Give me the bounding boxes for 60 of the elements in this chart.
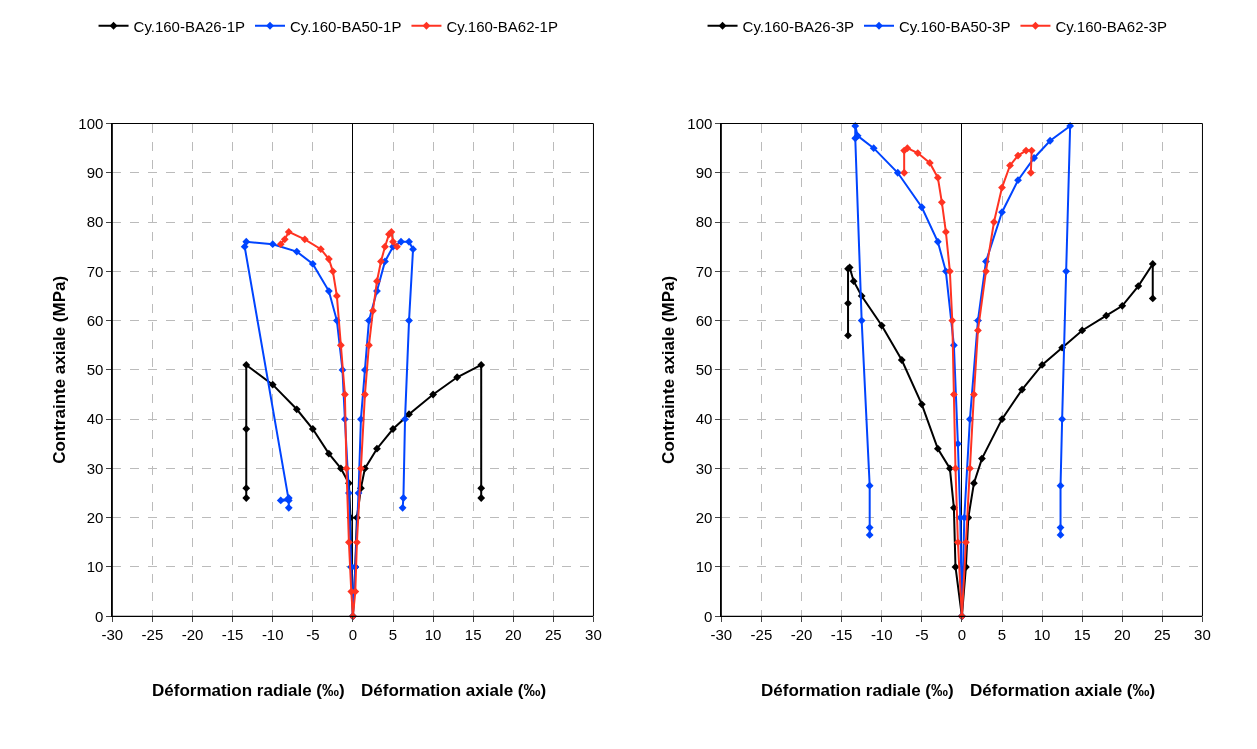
x-tick-label: -25 [141, 626, 164, 644]
x-tick-label: 5 [997, 626, 1007, 644]
legend-label: Cy.160-BA26-3P [742, 17, 854, 35]
y-tick-label: 30 [695, 459, 713, 477]
y-axis-title: Contrainte axiale (MPa) [49, 275, 69, 464]
y-tick-label: 50 [695, 361, 713, 379]
y-tick-label: 70 [695, 262, 713, 280]
y-tick-label: 70 [86, 262, 104, 280]
y-tick-label: 60 [86, 311, 104, 329]
y-tick-label: 0 [704, 607, 713, 625]
x-tick-label: -5 [915, 626, 929, 644]
x-tick-label: -5 [306, 626, 320, 644]
y-tick-label: 10 [86, 558, 104, 576]
y-tick-label: 40 [86, 410, 104, 428]
x-tick-label: -15 [221, 626, 244, 644]
x-tick-label: -30 [710, 626, 733, 644]
y-tick-label: 40 [695, 410, 713, 428]
legend-label: Cy.160-BA26-1P [133, 17, 245, 35]
legend-label: Cy.160-BA50-1P [290, 17, 402, 35]
y-tick-label: 80 [695, 213, 713, 231]
y-tick-label: 100 [687, 114, 713, 132]
x-tick-label: 20 [1113, 626, 1131, 644]
legend-label: Cy.160-BA62-1P [446, 17, 558, 35]
y-tick-label: 50 [86, 361, 104, 379]
x-tick-label: -10 [261, 626, 284, 644]
x-tick-label: -20 [181, 626, 204, 644]
legend-label: Cy.160-BA62-3P [1055, 17, 1167, 35]
x-tick-label: 15 [464, 626, 482, 644]
x-axis-title: Déformation radiale (‰) [761, 681, 954, 700]
x-tick-label: -30 [101, 626, 124, 644]
y-tick-label: 100 [78, 114, 104, 132]
y-tick-label: 90 [86, 164, 104, 182]
y-axis-title: Contrainte axiale (MPa) [658, 275, 678, 464]
text: Déformation axiale (‰) [970, 681, 1156, 700]
x-tick-label: -20 [790, 626, 813, 644]
x-tick-label: -10 [870, 626, 893, 644]
y-tick-label: 0 [95, 607, 104, 625]
x-tick-label: 30 [1194, 626, 1211, 644]
y-tick-label: 20 [86, 508, 104, 526]
x-tick-label: -15 [830, 626, 853, 644]
y-tick-label: 30 [86, 459, 104, 477]
x-tick-label: -25 [750, 626, 773, 644]
x-tick-label: 15 [1073, 626, 1091, 644]
text: Déformation axiale (‰) [361, 681, 547, 700]
x-tick-label: 20 [504, 626, 522, 644]
x-tick-label: 5 [388, 626, 398, 644]
y-tick-label: 60 [695, 311, 713, 329]
x-tick-label: 25 [1154, 626, 1171, 644]
y-tick-label: 10 [695, 558, 713, 576]
x-tick-label: 0 [957, 626, 967, 644]
y-tick-label: 80 [86, 213, 104, 231]
x-tick-label: 10 [1033, 626, 1051, 644]
x-tick-label: 10 [424, 626, 442, 644]
x-tick-label: 0 [348, 626, 358, 644]
x-tick-label: 25 [545, 626, 562, 644]
x-tick-label: 30 [585, 626, 602, 644]
y-tick-label: 90 [695, 164, 713, 182]
y-tick-label: 20 [695, 508, 713, 526]
x-axis-title: Déformation radiale (‰) [152, 681, 345, 700]
legend-label: Cy.160-BA50-3P [899, 17, 1011, 35]
